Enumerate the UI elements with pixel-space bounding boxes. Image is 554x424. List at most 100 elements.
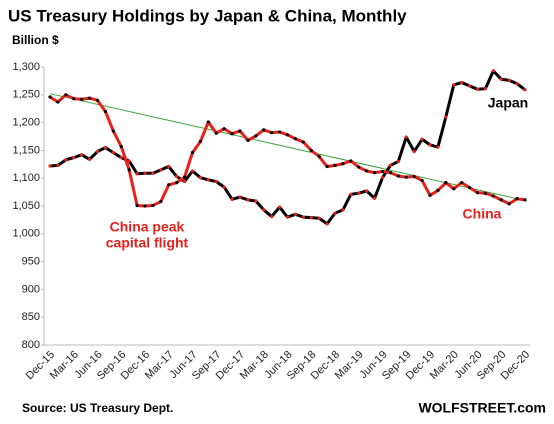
data-point <box>460 181 464 185</box>
series-label: China <box>463 206 502 222</box>
chart-title: US Treasury Holdings by Japan & China, M… <box>8 6 407 25</box>
data-point <box>404 135 408 139</box>
data-point <box>270 131 274 135</box>
data-point <box>436 145 440 149</box>
data-point <box>428 143 432 147</box>
data-point <box>349 159 353 163</box>
data-point <box>198 139 203 144</box>
data-point <box>293 137 298 141</box>
data-point <box>111 129 115 133</box>
data-point <box>460 80 464 85</box>
data-point <box>317 154 321 159</box>
data-point <box>72 97 76 101</box>
data-point <box>301 215 305 219</box>
data-point <box>56 100 60 104</box>
data-point <box>444 181 448 185</box>
data-point <box>64 93 68 97</box>
data-point <box>238 195 242 199</box>
data-point <box>95 98 100 102</box>
y-tick-label: 1,200 <box>12 117 40 129</box>
data-point <box>467 186 472 190</box>
data-point <box>499 77 503 81</box>
y-tick-label: 950 <box>22 256 40 268</box>
data-point <box>119 144 123 149</box>
data-point <box>483 87 488 91</box>
data-point <box>206 120 210 124</box>
data-point <box>190 151 195 155</box>
data-point <box>175 174 179 179</box>
data-point <box>95 149 100 154</box>
data-point <box>388 171 393 175</box>
data-point <box>103 146 108 150</box>
data-point <box>262 208 266 212</box>
data-point <box>428 193 432 198</box>
data-point <box>254 199 258 203</box>
data-point <box>270 214 274 219</box>
data-point <box>515 82 519 86</box>
chart-subtitle: Billion $ <box>12 33 59 47</box>
data-point <box>119 156 123 160</box>
data-point <box>127 159 131 163</box>
data-point <box>230 197 234 201</box>
data-point <box>357 165 361 169</box>
y-tick-label: 800 <box>22 339 40 351</box>
data-point <box>365 189 369 193</box>
data-point <box>325 164 329 169</box>
data-point <box>48 164 52 168</box>
data-point <box>507 202 511 206</box>
data-point <box>198 176 203 180</box>
data-point <box>499 198 503 202</box>
y-tick-label: 1,000 <box>12 228 40 240</box>
data-point <box>483 191 488 195</box>
data-point <box>246 138 250 142</box>
data-point <box>365 169 369 173</box>
data-point <box>111 151 115 155</box>
data-point <box>175 181 179 185</box>
data-point <box>56 163 60 168</box>
data-point <box>341 208 345 212</box>
data-point <box>222 127 226 131</box>
data-point <box>491 69 495 73</box>
data-point <box>167 164 171 169</box>
data-point <box>333 211 337 215</box>
source: Source: US Treasury Dept. <box>22 401 173 415</box>
y-tick-label: 1,150 <box>12 144 40 156</box>
data-point <box>230 132 234 136</box>
data-point <box>277 205 282 209</box>
annotation: capital flight <box>106 235 189 251</box>
data-point <box>80 97 84 101</box>
data-point <box>412 149 416 154</box>
data-point <box>262 128 266 132</box>
data-point <box>523 88 527 92</box>
data-point <box>151 203 155 208</box>
data-point <box>222 185 226 189</box>
data-point <box>380 169 385 174</box>
annotation: China peak <box>110 219 185 235</box>
data-point <box>277 130 282 134</box>
data-point <box>87 96 92 100</box>
data-point <box>72 156 76 160</box>
data-point <box>182 175 187 179</box>
data-point <box>64 158 68 162</box>
data-point <box>135 172 139 176</box>
data-point <box>396 159 400 164</box>
y-tick-label: 1,050 <box>12 200 40 212</box>
data-point <box>372 171 377 175</box>
data-point <box>380 176 385 180</box>
data-point <box>404 175 408 179</box>
data-point <box>214 131 218 135</box>
data-point <box>206 178 210 182</box>
data-point <box>254 134 258 138</box>
data-point <box>475 191 480 195</box>
data-point <box>246 198 250 202</box>
data-point <box>317 216 321 220</box>
brand: WOLFSTREET.com <box>418 400 546 416</box>
data-point <box>167 183 171 187</box>
data-point <box>103 109 108 114</box>
series-label: Japan <box>488 95 528 111</box>
data-point <box>143 204 147 208</box>
data-point <box>452 187 456 191</box>
data-point <box>396 174 400 178</box>
data-point <box>309 216 313 220</box>
